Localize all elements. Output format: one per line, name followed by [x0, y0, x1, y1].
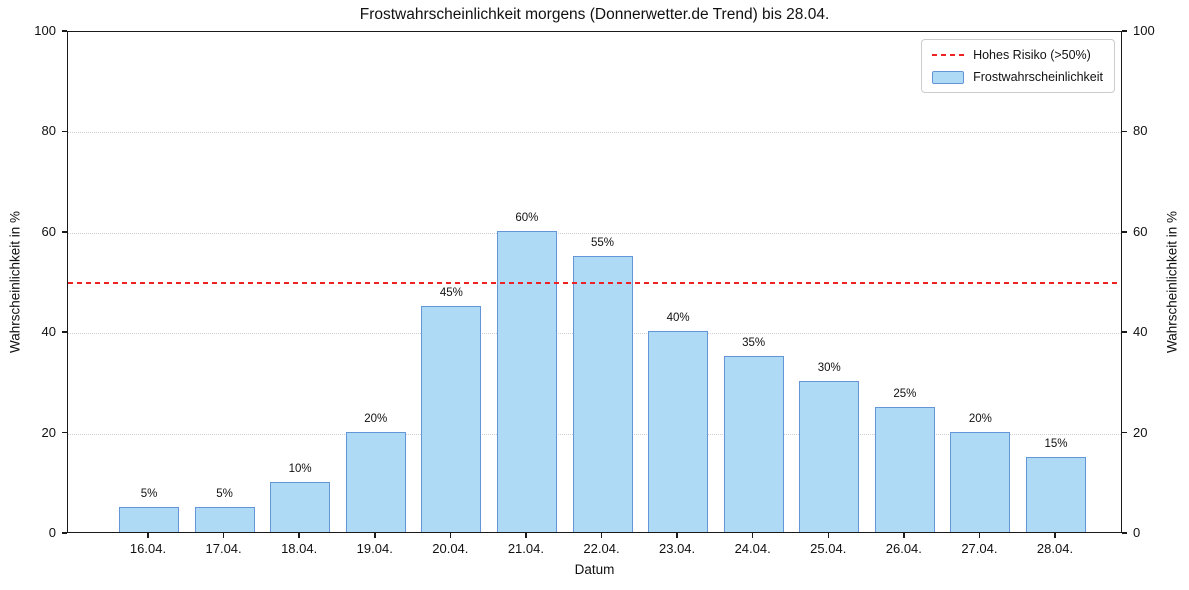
gridline — [68, 232, 1121, 234]
x-tick-label: 22.04. — [583, 541, 620, 556]
x-tick — [525, 533, 527, 538]
gridline — [68, 132, 1121, 134]
y-tick-right — [1122, 331, 1127, 333]
bar — [119, 506, 179, 532]
x-tick — [676, 533, 678, 538]
bar — [345, 431, 406, 532]
y-tick-label-left: 20 — [41, 424, 56, 440]
x-tick-label: 28.04. — [1036, 541, 1074, 556]
bar-value-label: 40% — [666, 312, 690, 325]
bar-value-label: 10% — [288, 462, 312, 475]
bar-value-label: 35% — [742, 337, 766, 350]
bar — [950, 431, 1011, 532]
x-tick-label: 27.04. — [961, 541, 998, 556]
x-tick — [298, 533, 300, 538]
bar-value-label: 30% — [817, 362, 841, 375]
y-tick-left — [62, 130, 67, 133]
x-axis-label: Datum — [574, 562, 615, 577]
legend: Hohes Risiko (>50%) Frostwahrscheinlichk… — [921, 39, 1115, 93]
y-tick-label-left: 100 — [34, 23, 56, 38]
x-tick-label: 24.04. — [734, 541, 771, 556]
bar-value-label: 5% — [140, 487, 158, 500]
y-tick-label-right: 80 — [1133, 123, 1148, 139]
bar — [270, 481, 331, 532]
x-tick — [600, 533, 603, 538]
legend-entry-threshold: Hohes Risiko (>50%) — [932, 47, 1103, 63]
y-tick-left — [62, 532, 67, 534]
x-tick — [827, 533, 829, 538]
x-tick-label: 21.04. — [507, 541, 544, 556]
legend-entry-bars: Frostwahrscheinlichkeit — [932, 69, 1103, 85]
x-tick — [903, 533, 905, 538]
x-tick — [222, 533, 225, 538]
x-tick — [374, 533, 376, 538]
x-tick — [978, 533, 981, 538]
y-tick-label-right: 20 — [1133, 424, 1148, 440]
y-tick-left — [62, 331, 67, 333]
plot-area: Hohes Risiko (>50%) Frostwahrscheinlichk… — [67, 31, 1122, 533]
x-tick — [449, 533, 452, 538]
y-tick-label-left: 40 — [41, 324, 56, 340]
x-tick-label: 16.04. — [129, 541, 167, 556]
y-tick-label-right: 0 — [1133, 525, 1141, 540]
x-tick-label: 20.04. — [432, 541, 469, 556]
y-tick-right — [1122, 30, 1127, 32]
red-dashed-line-swatch — [932, 54, 965, 56]
y-tick-label-left: 80 — [41, 123, 56, 139]
y-tick-right — [1122, 130, 1127, 133]
bar — [421, 306, 482, 532]
bar — [874, 406, 935, 532]
y-tick-right — [1122, 431, 1127, 434]
bar-value-label: 55% — [590, 236, 615, 249]
x-tick-label: 18.04. — [281, 541, 318, 556]
bar — [194, 506, 255, 532]
bar-value-label: 20% — [364, 412, 388, 425]
x-tick-label: 26.04. — [885, 541, 922, 556]
bar-value-label: 5% — [216, 487, 233, 500]
legend-label-threshold: Hohes Risiko (>50%) — [973, 48, 1091, 62]
y-tick-right — [1122, 231, 1127, 233]
threshold-line — [68, 282, 1121, 284]
bar-value-label: 15% — [1044, 437, 1068, 450]
y-tick-left — [62, 431, 67, 434]
y-tick-label-left: 60 — [41, 223, 56, 239]
bar — [496, 230, 557, 532]
x-tick — [751, 533, 754, 538]
bar — [572, 255, 633, 532]
y-tick-right — [1122, 532, 1127, 534]
lightblue-bar-swatch — [932, 70, 965, 84]
x-tick-label: 19.04. — [356, 541, 393, 556]
bar — [1026, 456, 1086, 532]
y-tick-label-right: 60 — [1133, 223, 1148, 239]
x-tick-label: 17.04. — [205, 541, 242, 556]
x-tick-label: 23.04. — [659, 541, 696, 556]
bar — [723, 356, 784, 532]
bar-value-label: 20% — [968, 412, 992, 425]
bar-value-label: 25% — [893, 387, 917, 400]
x-tick-label: 25.04. — [810, 541, 847, 556]
bar-value-label: 45% — [439, 287, 463, 300]
y-tick-label-right: 40 — [1133, 324, 1148, 340]
x-tick — [1054, 533, 1056, 538]
y-tick-label-left: 0 — [48, 525, 56, 540]
chart-title: Frostwahrscheinlichkeit morgens (Donnerw… — [359, 6, 830, 23]
y-tick-left — [62, 30, 67, 32]
legend-label-bars: Frostwahrscheinlichkeit — [973, 70, 1103, 84]
x-tick — [147, 533, 149, 538]
y-tick-label-right: 100 — [1133, 23, 1155, 38]
bar — [648, 331, 709, 532]
bar-value-label: 60% — [515, 211, 539, 224]
bar — [799, 381, 860, 532]
y-tick-left — [62, 231, 67, 233]
